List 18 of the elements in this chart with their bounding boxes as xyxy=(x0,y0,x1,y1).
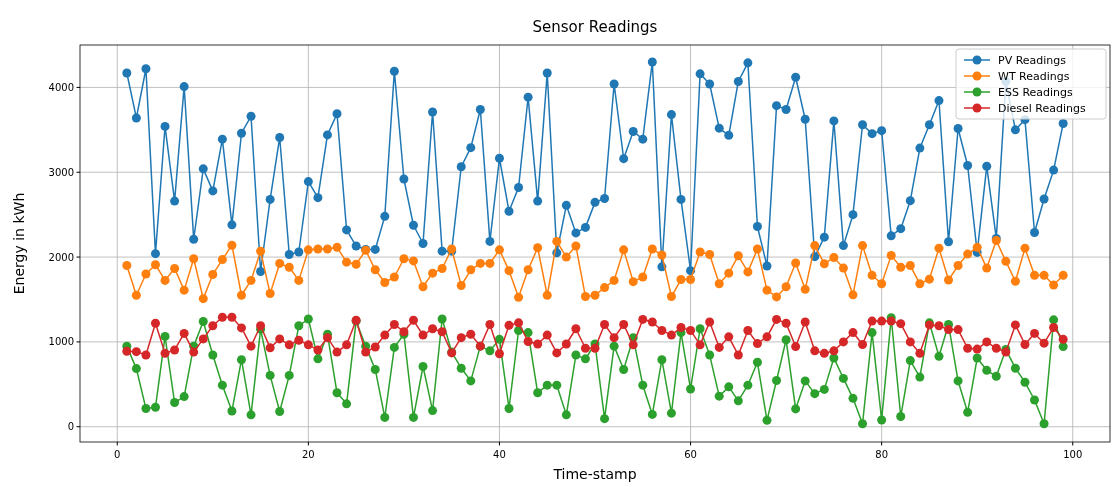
x-tick-label: 100 xyxy=(1063,449,1083,460)
x-tick-label: 0 xyxy=(114,449,121,460)
legend-label: ESS Readings xyxy=(998,86,1074,99)
x-tick-label: 40 xyxy=(493,449,506,460)
legend-label: WT Readings xyxy=(998,70,1070,83)
y-tick-label: 1000 xyxy=(48,336,74,348)
x-tick-label: 80 xyxy=(875,449,889,460)
y-tick-label: 2000 xyxy=(48,251,74,263)
chart-title: Sensor Readings xyxy=(532,18,658,36)
y-tick-label: 4000 xyxy=(48,81,74,93)
legend-label: PV Readings xyxy=(998,54,1067,67)
y-tick-label: 0 xyxy=(67,421,74,433)
x-axis-title: Time-stamp xyxy=(552,466,637,482)
legend-label: Diesel Readings xyxy=(998,102,1086,115)
y-axis-title: Energy in kWh xyxy=(11,192,27,295)
y-tick-label: 3000 xyxy=(48,166,74,178)
x-tick-label: 60 xyxy=(684,449,697,460)
x-tick-label: 20 xyxy=(301,449,315,460)
